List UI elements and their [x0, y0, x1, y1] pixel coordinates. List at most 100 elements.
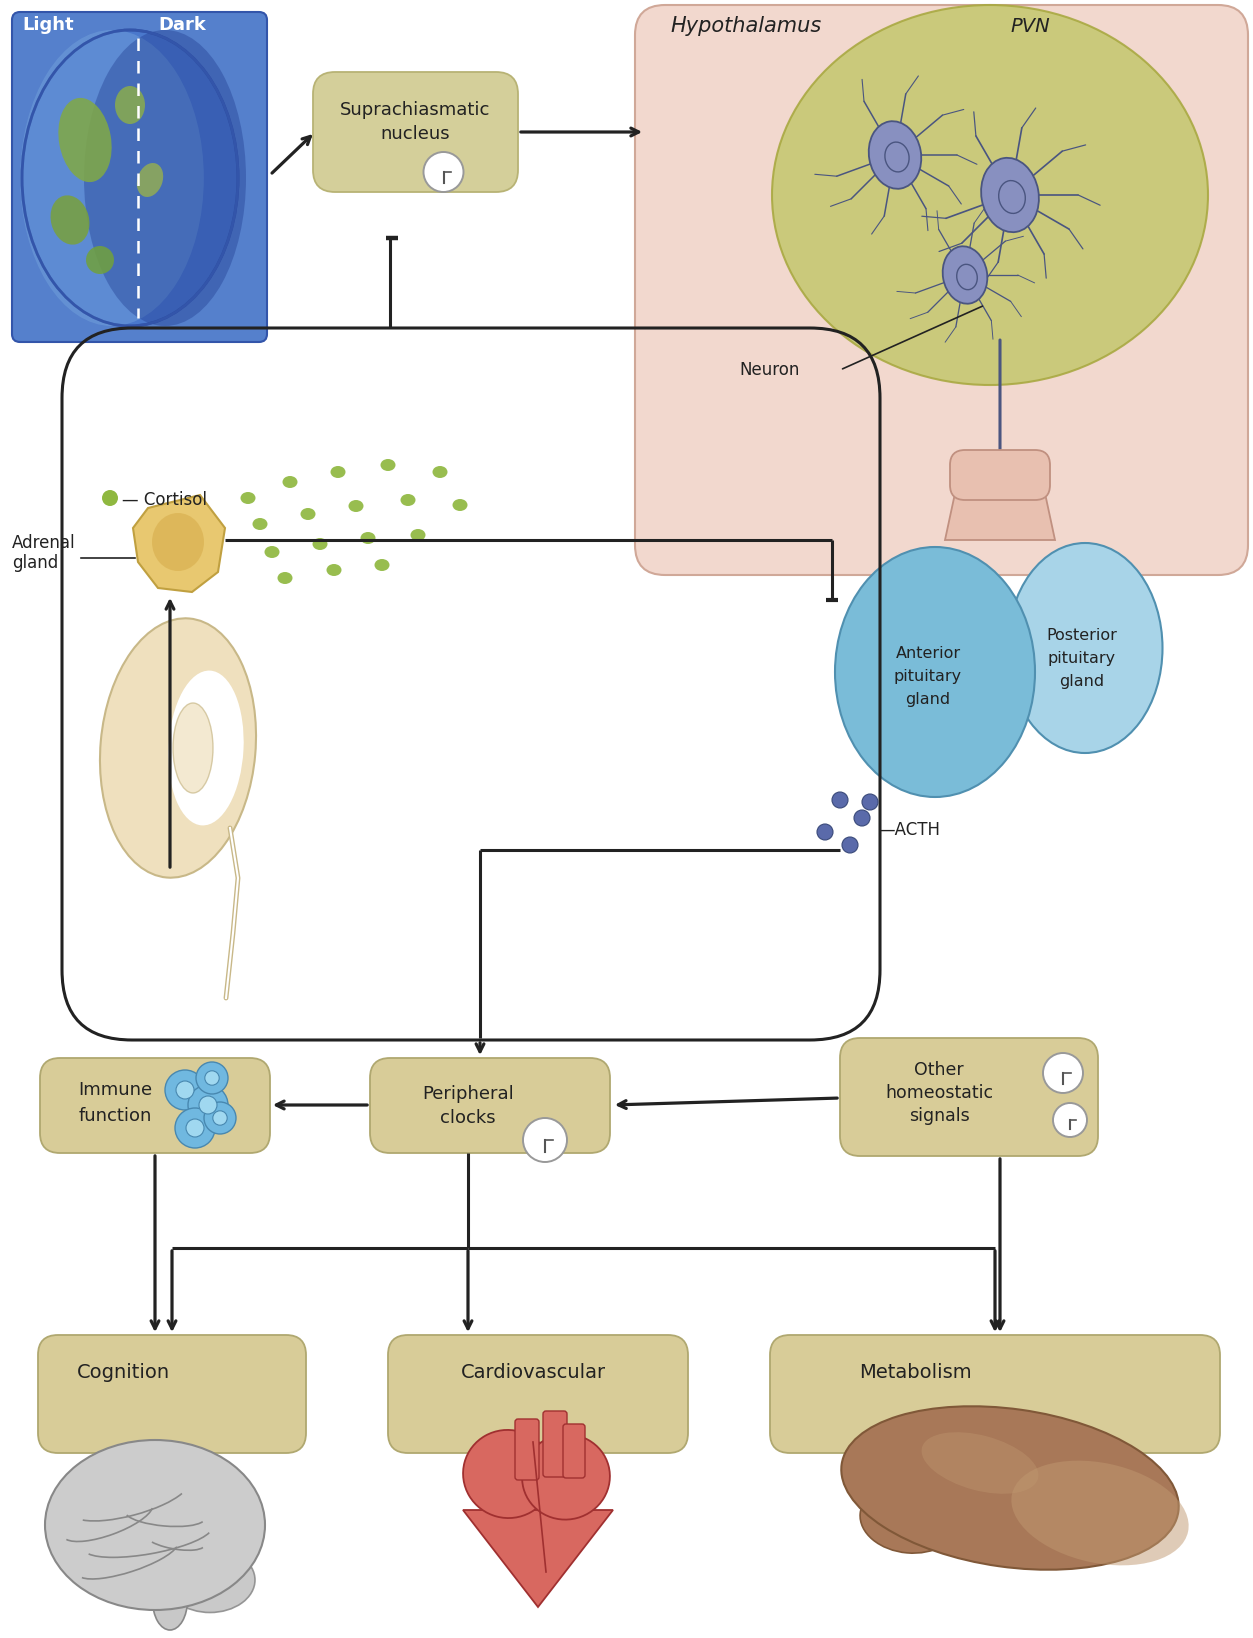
- Ellipse shape: [282, 477, 297, 488]
- Ellipse shape: [452, 500, 467, 511]
- FancyBboxPatch shape: [313, 72, 517, 192]
- Circle shape: [204, 1102, 236, 1133]
- Text: Immune: Immune: [78, 1081, 152, 1099]
- Circle shape: [862, 794, 878, 811]
- Circle shape: [199, 1096, 217, 1114]
- FancyBboxPatch shape: [38, 1335, 306, 1453]
- Ellipse shape: [59, 98, 112, 182]
- Circle shape: [1042, 1053, 1083, 1093]
- FancyBboxPatch shape: [388, 1335, 688, 1453]
- Circle shape: [817, 824, 833, 840]
- Ellipse shape: [152, 513, 204, 572]
- Text: Peripheral: Peripheral: [422, 1084, 514, 1102]
- Ellipse shape: [153, 1569, 188, 1630]
- Circle shape: [175, 1081, 194, 1099]
- Ellipse shape: [523, 1435, 610, 1520]
- Circle shape: [204, 1071, 219, 1086]
- Circle shape: [842, 837, 858, 853]
- Ellipse shape: [137, 164, 163, 197]
- Ellipse shape: [464, 1430, 553, 1518]
- Ellipse shape: [381, 459, 396, 472]
- Ellipse shape: [772, 5, 1208, 385]
- Text: — Cortisol: — Cortisol: [122, 491, 207, 509]
- Text: Cardiovascular: Cardiovascular: [460, 1363, 605, 1382]
- FancyBboxPatch shape: [563, 1423, 585, 1477]
- Ellipse shape: [301, 508, 316, 519]
- Ellipse shape: [401, 495, 416, 506]
- Text: homeostatic: homeostatic: [885, 1084, 994, 1102]
- Ellipse shape: [277, 572, 292, 585]
- Ellipse shape: [375, 559, 390, 572]
- FancyBboxPatch shape: [543, 1410, 568, 1477]
- Ellipse shape: [348, 500, 363, 513]
- Ellipse shape: [981, 157, 1039, 233]
- FancyBboxPatch shape: [635, 5, 1248, 575]
- Circle shape: [855, 811, 870, 826]
- Text: —ACTH: —ACTH: [878, 821, 940, 839]
- Circle shape: [1053, 1102, 1088, 1137]
- Text: Cognition: Cognition: [76, 1363, 169, 1382]
- Text: signals: signals: [908, 1107, 970, 1125]
- FancyBboxPatch shape: [950, 450, 1050, 500]
- Text: Dark: Dark: [158, 16, 205, 34]
- Ellipse shape: [942, 246, 987, 303]
- Text: pituitary: pituitary: [893, 668, 962, 685]
- Text: Hypothalamus: Hypothalamus: [670, 16, 821, 36]
- Circle shape: [165, 1070, 205, 1111]
- Circle shape: [213, 1111, 227, 1125]
- Circle shape: [832, 793, 848, 808]
- Text: gland: gland: [1060, 673, 1105, 690]
- Ellipse shape: [168, 670, 243, 826]
- Ellipse shape: [1007, 544, 1163, 753]
- Circle shape: [188, 1084, 228, 1125]
- Text: Metabolism: Metabolism: [858, 1363, 971, 1382]
- Circle shape: [175, 1107, 216, 1148]
- Ellipse shape: [173, 703, 213, 793]
- FancyBboxPatch shape: [370, 1058, 610, 1153]
- Ellipse shape: [50, 195, 89, 244]
- Ellipse shape: [361, 532, 376, 544]
- Ellipse shape: [264, 545, 279, 559]
- FancyBboxPatch shape: [13, 11, 267, 342]
- Ellipse shape: [115, 87, 145, 124]
- Ellipse shape: [331, 465, 346, 478]
- Polygon shape: [945, 470, 1055, 541]
- Ellipse shape: [432, 465, 447, 478]
- Polygon shape: [464, 1510, 613, 1607]
- FancyBboxPatch shape: [515, 1419, 539, 1481]
- Text: Neuron: Neuron: [739, 360, 799, 378]
- Text: Suprachiasmatic: Suprachiasmatic: [341, 102, 491, 120]
- Ellipse shape: [241, 491, 256, 505]
- Circle shape: [101, 490, 118, 506]
- Ellipse shape: [1011, 1461, 1189, 1566]
- Ellipse shape: [411, 529, 426, 541]
- Text: Other: Other: [915, 1061, 964, 1079]
- Ellipse shape: [922, 1432, 1039, 1494]
- Text: gland: gland: [906, 691, 951, 708]
- Polygon shape: [133, 495, 226, 591]
- Text: PVN: PVN: [1010, 16, 1050, 36]
- Text: nucleus: nucleus: [381, 124, 450, 143]
- Text: Posterior: Posterior: [1046, 627, 1118, 644]
- Ellipse shape: [860, 1482, 960, 1553]
- Ellipse shape: [100, 618, 256, 878]
- Circle shape: [424, 152, 464, 192]
- FancyBboxPatch shape: [840, 1038, 1098, 1156]
- Text: Adrenal: Adrenal: [13, 534, 75, 552]
- FancyBboxPatch shape: [40, 1058, 269, 1153]
- Ellipse shape: [253, 518, 267, 531]
- Ellipse shape: [20, 29, 204, 326]
- Ellipse shape: [312, 537, 327, 550]
- Ellipse shape: [45, 1440, 264, 1610]
- Text: Anterior: Anterior: [896, 645, 961, 662]
- Text: pituitary: pituitary: [1048, 650, 1116, 667]
- Circle shape: [185, 1119, 204, 1137]
- Ellipse shape: [23, 29, 238, 326]
- Text: function: function: [78, 1107, 152, 1125]
- Ellipse shape: [841, 1407, 1179, 1569]
- Text: clocks: clocks: [440, 1109, 496, 1127]
- Circle shape: [195, 1061, 228, 1094]
- FancyBboxPatch shape: [771, 1335, 1220, 1453]
- Circle shape: [523, 1119, 568, 1161]
- Ellipse shape: [834, 547, 1035, 798]
